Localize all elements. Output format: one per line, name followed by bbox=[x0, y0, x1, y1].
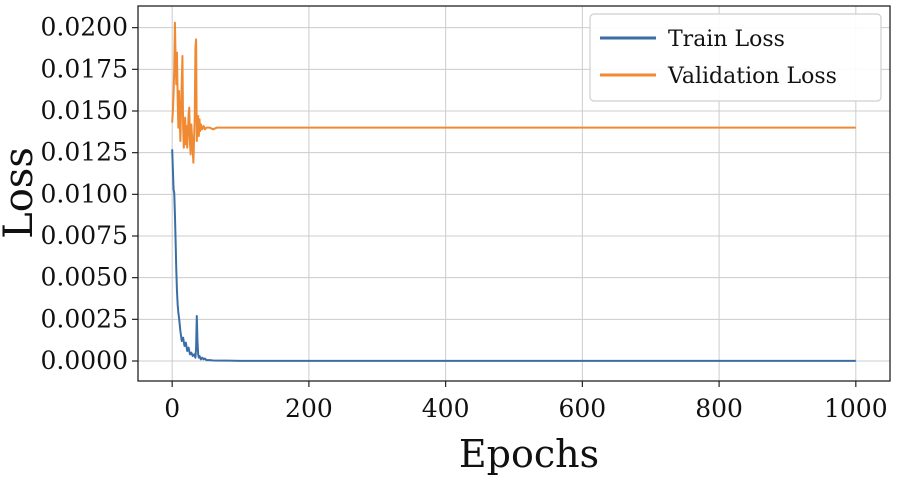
x-tick-label: 400 bbox=[422, 394, 470, 423]
y-axis-title: Loss bbox=[0, 147, 42, 239]
y-tick-label: 0.0150 bbox=[41, 96, 128, 125]
x-tick-label: 800 bbox=[695, 394, 743, 423]
series-line-train-loss bbox=[171, 149, 856, 362]
y-tick-label: 0.0125 bbox=[41, 138, 128, 167]
y-axis-ticks: 0.0000 0.0025 0.0050 0.0075 0.0100 0.0125 0.01… bbox=[41, 13, 138, 375]
legend-box bbox=[589, 13, 882, 102]
x-axis-ticks: 0 200 400 600 800 1000 bbox=[164, 381, 888, 423]
y-tick-label: 0.0050 bbox=[41, 263, 128, 292]
x-axis-title: Epochs bbox=[459, 432, 599, 476]
x-tick-label: 1000 bbox=[824, 394, 888, 423]
plot-area-frame bbox=[137, 5, 891, 382]
legend-label-train-loss: Train Loss bbox=[668, 27, 785, 52]
x-tick-label: 0 bbox=[164, 394, 180, 423]
y-tick-label: 0.0200 bbox=[41, 13, 128, 42]
y-tick-label: 0.0100 bbox=[41, 179, 128, 208]
y-tick-label: 0.0075 bbox=[41, 221, 128, 250]
y-tick-label: 0.0025 bbox=[41, 304, 128, 333]
x-tick-label: 600 bbox=[559, 394, 607, 423]
y-tick-label: 0.0175 bbox=[41, 54, 128, 83]
series-lines bbox=[171, 21, 856, 362]
y-tick-label: 0.0000 bbox=[41, 346, 128, 375]
series-line-validation-loss bbox=[171, 21, 856, 164]
legend: Train Loss Validation Loss bbox=[589, 13, 882, 102]
legend-label-validation-loss: Validation Loss bbox=[667, 64, 837, 89]
x-tick-label: 200 bbox=[285, 394, 333, 423]
